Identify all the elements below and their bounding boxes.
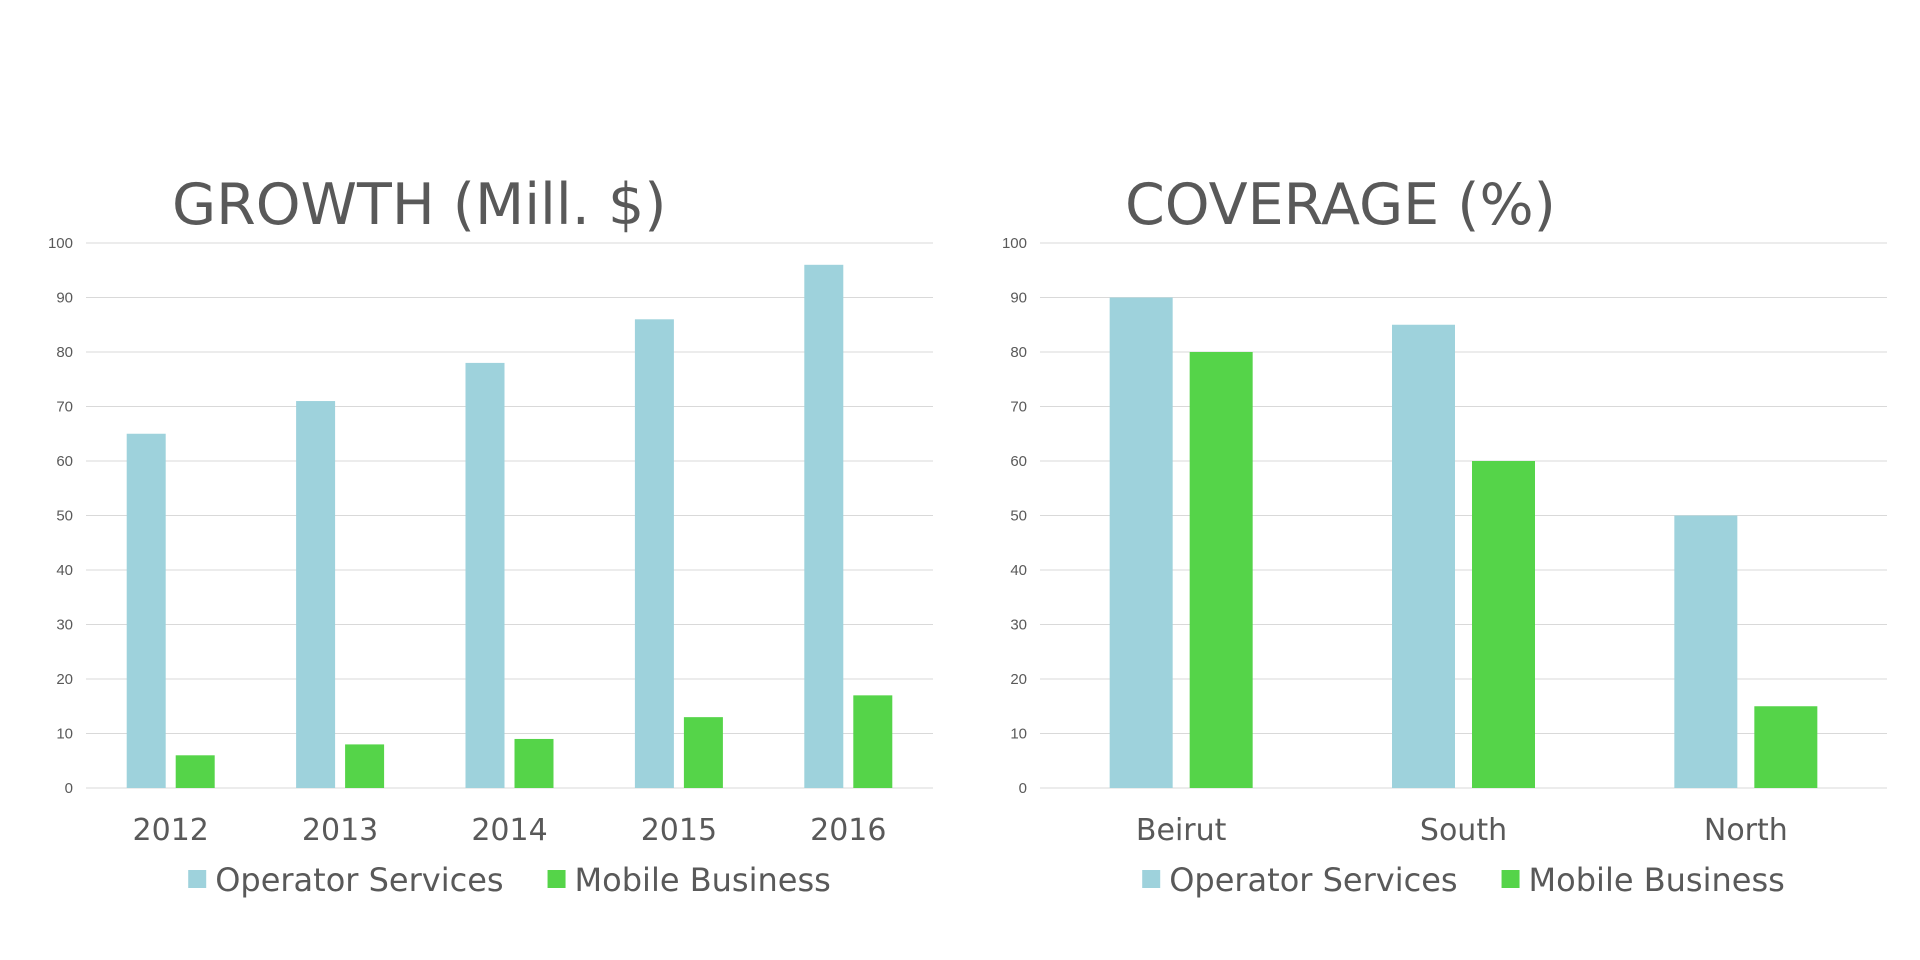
- chart-title: COVERAGE (%): [1125, 172, 1556, 238]
- legend-swatch: [547, 870, 566, 888]
- y-tick-label: 100: [48, 235, 73, 252]
- y-tick-label: 80: [1010, 344, 1027, 361]
- bar-mobile-business-2012: [175, 755, 215, 788]
- bar-operator-services-2012: [126, 433, 166, 788]
- y-tick-label: 20: [1010, 671, 1027, 688]
- legend-swatch: [1142, 870, 1161, 888]
- x-axis: 2012 2013 2014 2015 2016: [133, 813, 887, 848]
- legend: Operator Services Mobile Business: [1142, 861, 1785, 899]
- bar-mobile-business-2015: [683, 717, 723, 788]
- y-tick-label: 80: [56, 344, 73, 361]
- legend-item: Operator Services: [188, 861, 504, 899]
- legend-label: Operator Services: [1169, 861, 1457, 899]
- y-tick-label: 0: [1019, 780, 1027, 797]
- y-tick-label: 10: [1010, 726, 1027, 743]
- bar-mobile-business-south: [1472, 461, 1535, 788]
- y-tick-label: 60: [56, 453, 73, 470]
- growth-chart: GROWTH (Mill. $) 0 10 20 30 40 50 60 70 80 90 100 2…: [48, 172, 933, 899]
- legend-swatch: [188, 870, 207, 888]
- x-axis: Beirut South North: [1136, 813, 1788, 848]
- y-axis: 0 10 20 30 40 50 60 70 80 90 100: [1002, 235, 1027, 797]
- legend-item: Mobile Business: [1501, 861, 1785, 899]
- y-tick-label: 30: [56, 617, 73, 634]
- bar-mobile-business-north: [1754, 706, 1818, 788]
- y-tick-label: 60: [1010, 453, 1027, 470]
- bar-mobile-business-beirut: [1189, 352, 1253, 788]
- y-tick-label: 50: [56, 508, 73, 525]
- x-tick-label: North: [1704, 813, 1788, 848]
- legend-label: Operator Services: [215, 861, 503, 899]
- y-tick-label: 70: [56, 399, 73, 416]
- bar-operator-services-2013: [296, 401, 336, 788]
- y-tick-label: 40: [1010, 562, 1027, 579]
- x-tick-label: 2015: [641, 813, 717, 848]
- y-tick-label: 0: [65, 780, 73, 797]
- bar-operator-services-beirut: [1109, 297, 1173, 788]
- y-tick-label: 30: [1010, 617, 1027, 634]
- y-tick-label: 40: [56, 562, 73, 579]
- y-axis: 0 10 20 30 40 50 60 70 80 90 100: [48, 235, 73, 797]
- y-tick-label: 90: [56, 290, 73, 307]
- y-tick-label: 70: [1010, 399, 1027, 416]
- gridlines: [1040, 242, 1887, 789]
- y-tick-label: 10: [56, 726, 73, 743]
- chart-title: GROWTH (Mill. $): [172, 172, 666, 238]
- bar-operator-services-2016: [804, 264, 844, 788]
- x-tick-label: Beirut: [1136, 813, 1227, 848]
- y-tick-label: 100: [1002, 235, 1027, 252]
- legend-label: Mobile Business: [575, 861, 831, 899]
- x-tick-label: 2014: [471, 813, 547, 848]
- y-tick-label: 50: [1010, 508, 1027, 525]
- coverage-chart: COVERAGE (%) 0 10 20 30 40 50 60 70 80 90 100 Beiru…: [1002, 172, 1887, 899]
- bar-operator-services-2014: [465, 362, 505, 788]
- bars: [126, 264, 893, 788]
- legend-item: Mobile Business: [547, 861, 831, 899]
- bar-operator-services-2015: [634, 319, 674, 788]
- x-tick-label: 2016: [810, 813, 886, 848]
- bar-operator-services-south: [1392, 324, 1455, 788]
- legend: Operator Services Mobile Business: [188, 861, 831, 899]
- gridlines: [86, 242, 933, 789]
- bar-mobile-business-2013: [345, 744, 385, 788]
- bars: [1109, 297, 1818, 788]
- legend-label: Mobile Business: [1529, 861, 1785, 899]
- y-tick-label: 90: [1010, 290, 1027, 307]
- bar-mobile-business-2014: [514, 738, 554, 788]
- x-tick-label: 2012: [133, 813, 209, 848]
- bar-operator-services-north: [1674, 515, 1738, 788]
- legend-swatch: [1501, 870, 1520, 888]
- legend-item: Operator Services: [1142, 861, 1458, 899]
- x-tick-label: 2013: [302, 813, 378, 848]
- x-tick-label: South: [1420, 813, 1507, 848]
- y-tick-label: 20: [56, 671, 73, 688]
- bar-mobile-business-2016: [853, 695, 893, 788]
